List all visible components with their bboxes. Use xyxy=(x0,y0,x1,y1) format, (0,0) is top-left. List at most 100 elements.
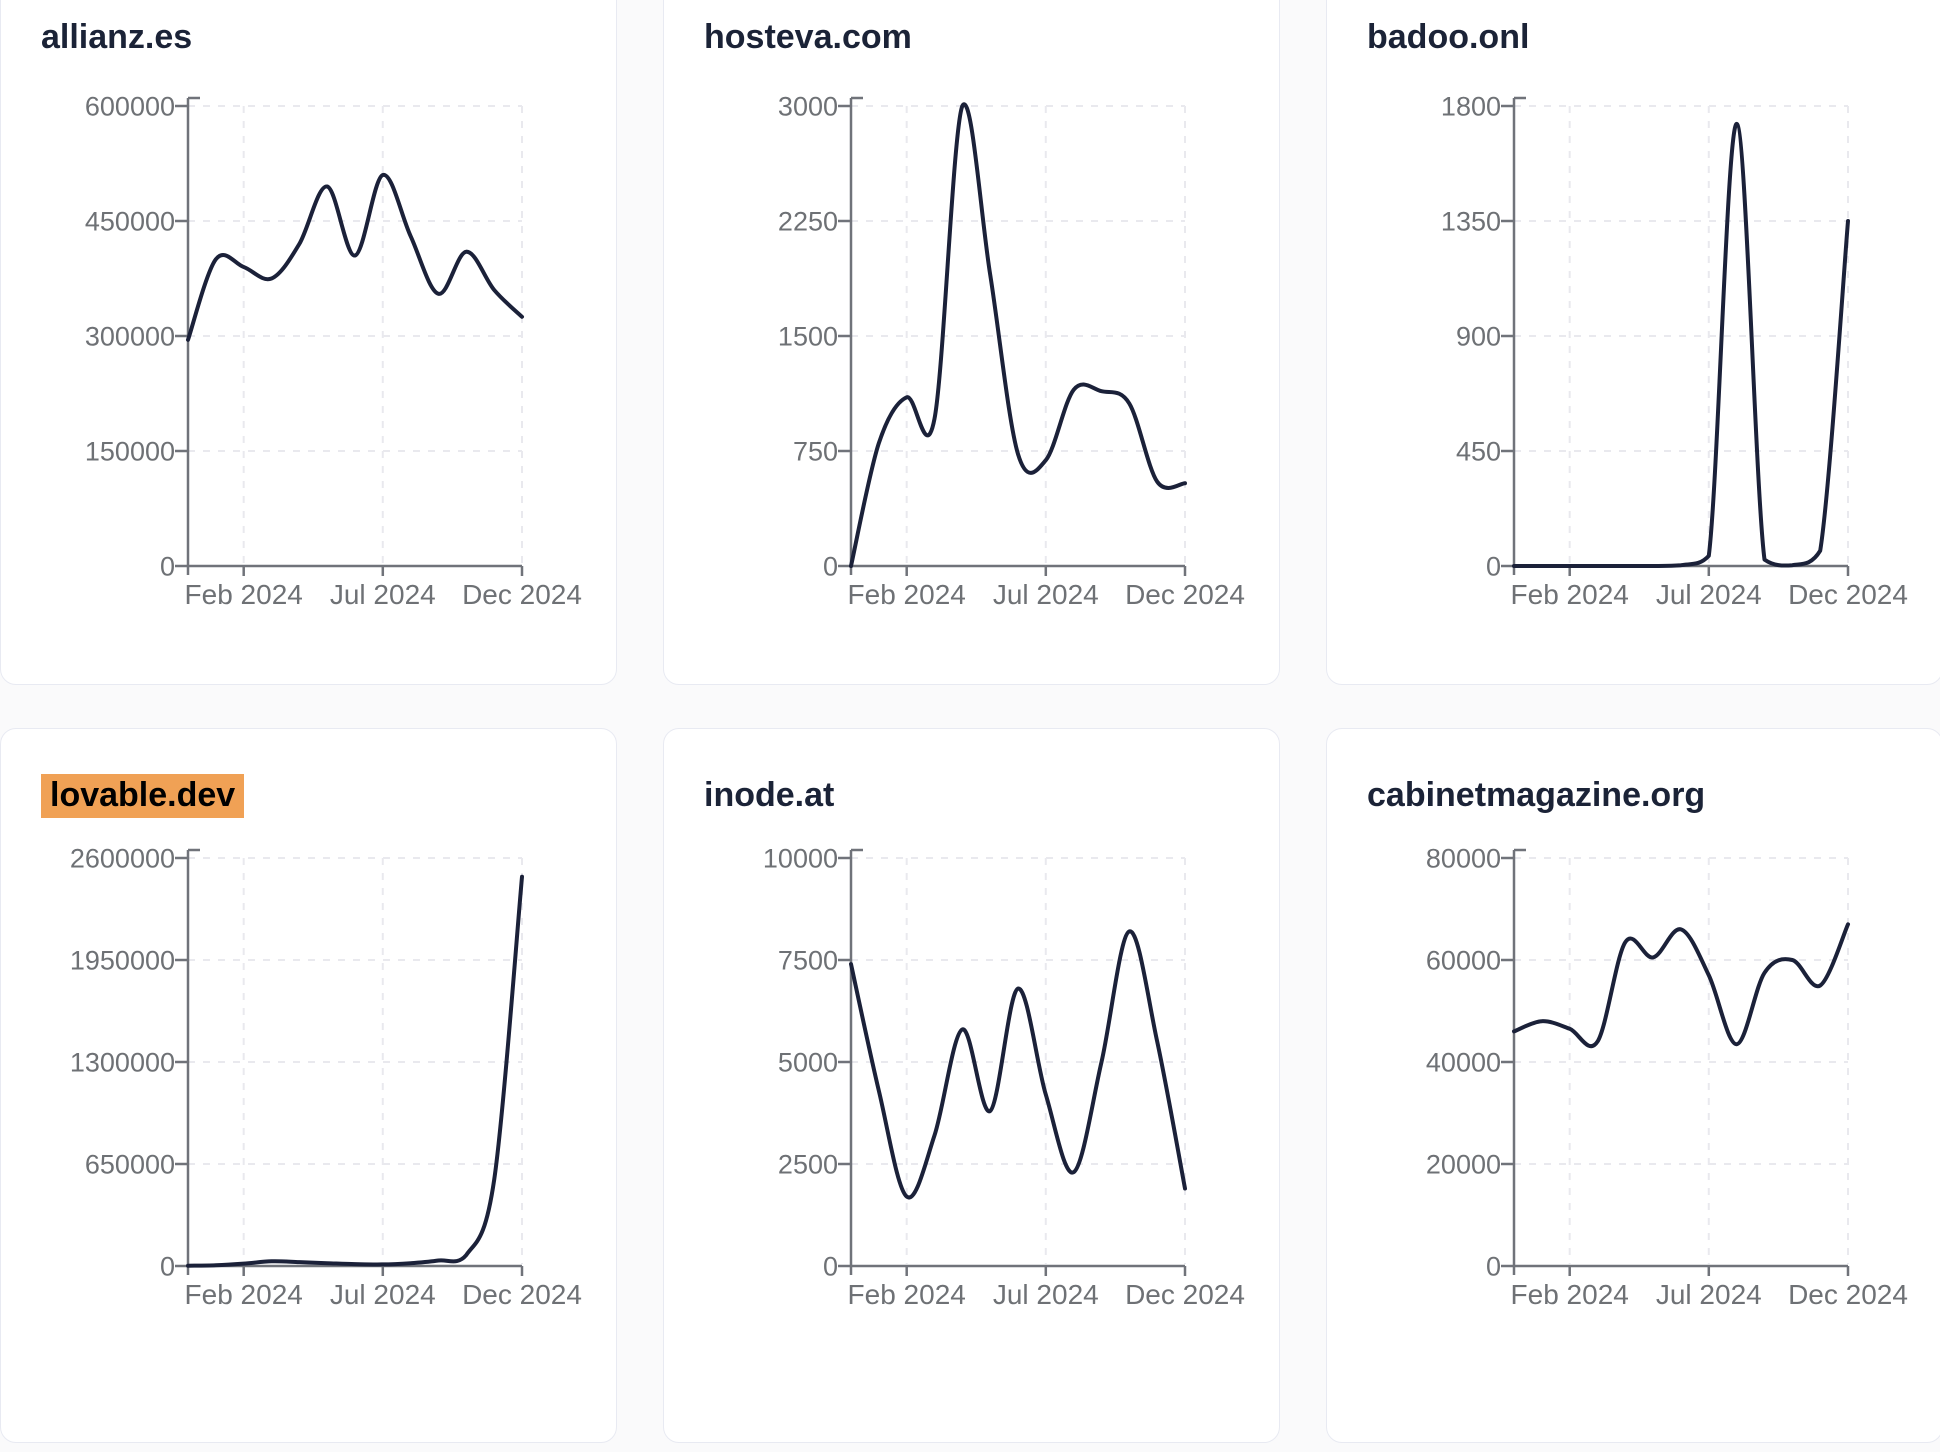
y-tick-label: 10000 xyxy=(763,844,838,874)
x-tick-label: Feb 2024 xyxy=(1511,579,1629,610)
y-tick-label: 450 xyxy=(1456,437,1501,467)
x-tick-label: Jul 2024 xyxy=(330,1279,436,1310)
chart-title: hosteva.com xyxy=(704,18,912,56)
x-tick-label: Jul 2024 xyxy=(1656,1279,1762,1310)
y-tick-label: 2500 xyxy=(778,1150,838,1180)
domain-label[interactable]: badoo.onl xyxy=(1367,18,1530,56)
gridlines xyxy=(1514,857,1849,1264)
chart-title: inode.at xyxy=(704,776,835,814)
chart-card-lovable-dev: lovable.dev 0 650000 1300000 1950000 2600000… xyxy=(0,728,617,1443)
axis xyxy=(1501,848,1850,1276)
chart-svg: 0 20000 40000 60000 80000 Feb 2024 Jul 2024 Dec… xyxy=(1426,844,1908,1311)
y-tick-label: 450000 xyxy=(85,207,175,237)
line-chart: 0 450 900 1350 1800 Feb 2024 Jul 2024 Dec 2024 xyxy=(1327,76,1940,648)
x-tick-label: Dec 2024 xyxy=(1788,579,1908,610)
series-line xyxy=(186,173,524,342)
chart-title: cabinetmagazine.org xyxy=(1367,776,1706,814)
x-tick-label: Dec 2024 xyxy=(1125,1279,1245,1310)
domain-label[interactable]: cabinetmagazine.org xyxy=(1367,776,1706,814)
y-tick-label: 650000 xyxy=(85,1150,175,1180)
y-tick-label: 0 xyxy=(160,552,175,582)
y-tick-label: 600000 xyxy=(85,92,175,122)
series-line xyxy=(849,102,1187,568)
line-chart: 0 2500 5000 7500 10000 Feb 2024 Jul 2024 Dec 20… xyxy=(664,834,1281,1406)
chart-card-badoo-onl: badoo.onl 0 450 900 1350 1800 Feb 2024 Jul 202… xyxy=(1326,0,1940,685)
line-chart: 0 20000 40000 60000 80000 Feb 2024 Jul 2024 Dec… xyxy=(1327,834,1940,1406)
tick-labels: 0 2500 5000 7500 10000 Feb 2024 Jul 2024 Dec 20… xyxy=(763,844,1245,1311)
x-tick-label: Dec 2024 xyxy=(1125,579,1245,610)
domain-label[interactable]: inode.at xyxy=(704,776,835,814)
y-tick-label: 300000 xyxy=(85,322,175,352)
axis xyxy=(838,848,1187,1276)
axis xyxy=(175,96,524,576)
x-tick-label: Jul 2024 xyxy=(993,1279,1099,1310)
line-chart: 0 750 1500 2250 3000 Feb 2024 Jul 2024 Dec 2024 xyxy=(664,76,1281,648)
series-line xyxy=(186,874,524,1268)
y-tick-label: 900 xyxy=(1456,322,1501,352)
y-tick-label: 0 xyxy=(1486,552,1501,582)
y-tick-label: 40000 xyxy=(1426,1048,1501,1078)
y-tick-label: 150000 xyxy=(85,437,175,467)
chart-card-hosteva-com: hosteva.com 0 750 1500 2250 3000 Feb 2024 Jul … xyxy=(663,0,1280,685)
tick-labels: 0 450 900 1350 1800 Feb 2024 Jul 2024 Dec 2024 xyxy=(1441,92,1908,611)
y-tick-label: 5000 xyxy=(778,1048,838,1078)
chart-svg: 0 150000 300000 450000 600000 Feb 2024 Jul 202… xyxy=(85,92,582,611)
x-tick-label: Dec 2024 xyxy=(462,579,582,610)
x-tick-label: Dec 2024 xyxy=(1788,1279,1908,1310)
y-tick-label: 750 xyxy=(793,437,838,467)
x-tick-label: Feb 2024 xyxy=(185,579,303,610)
tick-labels: 0 150000 300000 450000 600000 Feb 2024 Jul 202… xyxy=(85,92,582,611)
y-tick-label: 1950000 xyxy=(70,946,175,976)
y-tick-label: 7500 xyxy=(778,946,838,976)
y-tick-label: 1500 xyxy=(778,322,838,352)
x-tick-label: Feb 2024 xyxy=(848,1279,966,1310)
y-tick-label: 60000 xyxy=(1426,946,1501,976)
x-tick-label: Feb 2024 xyxy=(185,1279,303,1310)
series-line xyxy=(849,929,1187,1200)
gridlines xyxy=(188,105,523,564)
chart-card-cabinetmagazine-org: cabinetmagazine.org 0 20000 40000 60000 8000… xyxy=(1326,728,1940,1443)
axis xyxy=(838,96,1187,576)
gridlines xyxy=(851,105,1186,564)
domain-label[interactable]: allianz.es xyxy=(41,18,193,56)
series-line xyxy=(1512,922,1850,1049)
y-tick-label: 1800 xyxy=(1441,92,1501,122)
y-tick-label: 0 xyxy=(1486,1252,1501,1282)
chart-title: lovable.dev xyxy=(41,774,245,818)
gridlines xyxy=(851,857,1186,1264)
chart-title: allianz.es xyxy=(41,18,193,56)
y-tick-label: 2250 xyxy=(778,207,838,237)
line-chart: 0 650000 1300000 1950000 2600000 Feb 2024 Jul … xyxy=(1,834,618,1406)
tick-labels: 0 750 1500 2250 3000 Feb 2024 Jul 2024 Dec 2024 xyxy=(778,92,1245,611)
series-line xyxy=(1512,121,1850,568)
line-chart: 0 150000 300000 450000 600000 Feb 2024 Jul 202… xyxy=(1,76,618,648)
chart-svg: 0 650000 1300000 1950000 2600000 Feb 2024 Jul … xyxy=(70,844,582,1311)
chart-title: badoo.onl xyxy=(1367,18,1530,56)
tick-labels: 0 20000 40000 60000 80000 Feb 2024 Jul 2024 Dec… xyxy=(1426,844,1908,1311)
x-tick-label: Jul 2024 xyxy=(993,579,1099,610)
gridlines xyxy=(188,857,523,1264)
y-tick-label: 80000 xyxy=(1426,844,1501,874)
y-tick-label: 2600000 xyxy=(70,844,175,874)
chart-svg: 0 750 1500 2250 3000 Feb 2024 Jul 2024 Dec 2024 xyxy=(778,92,1245,611)
x-tick-label: Jul 2024 xyxy=(1656,579,1762,610)
y-tick-label: 0 xyxy=(823,552,838,582)
tick-labels: 0 650000 1300000 1950000 2600000 Feb 2024 Jul … xyxy=(70,844,582,1311)
y-tick-label: 0 xyxy=(823,1252,838,1282)
y-tick-label: 3000 xyxy=(778,92,838,122)
x-tick-label: Jul 2024 xyxy=(330,579,436,610)
chart-card-inode-at: inode.at 0 2500 5000 7500 10000 Feb 2024 Jul 2… xyxy=(663,728,1280,1443)
domain-label-highlighted[interactable]: lovable.dev xyxy=(41,774,245,818)
x-tick-label: Dec 2024 xyxy=(462,1279,582,1310)
axis xyxy=(1501,96,1850,576)
y-tick-label: 0 xyxy=(160,1252,175,1282)
gridlines xyxy=(1514,105,1849,564)
x-tick-label: Feb 2024 xyxy=(1511,1279,1629,1310)
chart-card-allianz-es: allianz.es 0 150000 300000 450000 600000 Feb … xyxy=(0,0,617,685)
chart-svg: 0 450 900 1350 1800 Feb 2024 Jul 2024 Dec 2024 xyxy=(1441,92,1908,611)
y-tick-label: 1300000 xyxy=(70,1048,175,1078)
axis xyxy=(175,848,524,1276)
domain-label[interactable]: hosteva.com xyxy=(704,18,912,56)
y-tick-label: 20000 xyxy=(1426,1150,1501,1180)
x-tick-label: Feb 2024 xyxy=(848,579,966,610)
